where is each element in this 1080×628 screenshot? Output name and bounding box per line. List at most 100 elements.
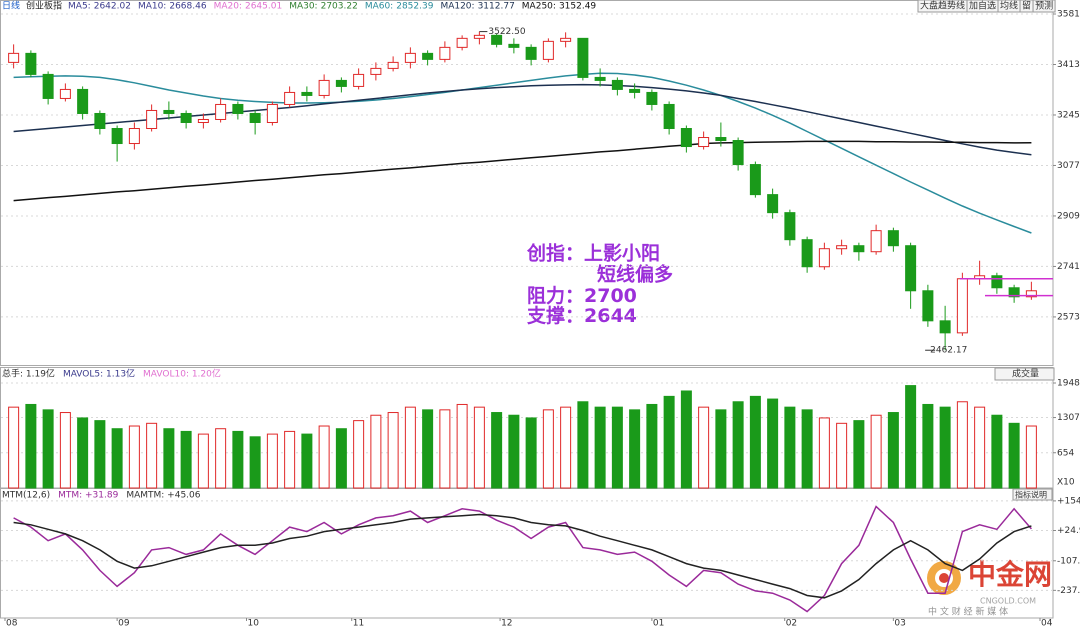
toolbar-label[interactable]: 预测 [1035, 1, 1053, 12]
volume-bar [801, 409, 813, 489]
x-tick-label: 10 [248, 619, 260, 628]
note-label: 支撑： [526, 304, 584, 327]
line [13, 140, 1032, 202]
toolbar-button[interactable]: 加自选 [966, 0, 999, 13]
candle-body [611, 79, 623, 90]
candle-body [353, 73, 365, 87]
candle-body [387, 61, 399, 69]
candle-body [577, 37, 589, 78]
candle-body [629, 88, 641, 93]
y-tick-label: -107.8 [1057, 556, 1080, 566]
toolbar-label[interactable]: 加自选 [969, 0, 996, 12]
candle-body [180, 112, 192, 123]
candle-body [456, 37, 468, 48]
legend-value: 3152.49 [559, 2, 596, 12]
toolbar-label[interactable]: 均线 [1000, 0, 1018, 12]
legend-label: MA60: [365, 2, 393, 12]
legend-label: MA120: [440, 2, 474, 12]
candle-body [128, 128, 140, 145]
candle-body [266, 103, 278, 123]
legend-label: MAMTM: +45.06 [126, 491, 200, 501]
volume-bar [525, 417, 537, 489]
toolbar-button[interactable]: 预测 [1032, 0, 1056, 13]
candle-body [94, 112, 106, 130]
candle-body [836, 245, 848, 250]
help[interactable]: 指标说明 [1015, 490, 1047, 500]
volume-bar [335, 428, 347, 489]
toolbar-label[interactable]: 大盘趋势线 [920, 0, 965, 12]
candle-body [25, 52, 37, 75]
line [13, 505, 1032, 613]
low-label: 2462.17 [930, 346, 967, 356]
legend-label: MA10: [138, 2, 166, 12]
candle-body [8, 52, 20, 63]
candle-body [956, 278, 968, 334]
selector-box[interactable] [994, 367, 1055, 381]
candle-body [215, 103, 227, 120]
legend-value: 2642.02 [94, 2, 131, 12]
volume-bar [180, 430, 192, 489]
volume-bar [301, 433, 313, 489]
volume-bar [594, 406, 606, 489]
volume-bar [266, 433, 278, 489]
toolbar-button[interactable]: 均线 [997, 0, 1021, 13]
candle-body [146, 109, 158, 130]
volume-bar [404, 406, 416, 489]
legend-value: 2668.46 [169, 2, 206, 12]
volume-bar [939, 406, 951, 489]
volume-bar [8, 406, 20, 489]
volume-bar [784, 406, 796, 489]
candle-body [59, 88, 71, 99]
volume-bar [249, 436, 261, 489]
y-tick-label: 2573 [1057, 312, 1080, 322]
candle-body [163, 109, 175, 114]
legend-label: MTM: +31.89 [58, 491, 119, 501]
volume-bar [715, 409, 727, 489]
help-box[interactable] [1012, 488, 1053, 501]
y-tick-label: +24.98 [1057, 526, 1080, 536]
volume-bar [836, 422, 848, 489]
y-tick-label: 3245 [1057, 110, 1080, 120]
x-tick-label: 08 [6, 619, 18, 628]
candle-body [111, 128, 123, 145]
volume-bar [94, 420, 106, 489]
toolbar-button[interactable]: 大盘趋势线 [917, 0, 968, 13]
candle-body [508, 43, 520, 48]
candle-body [232, 103, 244, 114]
volume-bar [59, 412, 71, 489]
candle-body [1008, 287, 1020, 298]
x-tick-label: 01 [653, 619, 664, 628]
volume-bar [456, 403, 468, 489]
selector[interactable]: 成交量 [1012, 368, 1039, 380]
legend-label: MA250: [522, 2, 556, 12]
volume-bar [163, 428, 175, 489]
volume-bar [111, 428, 123, 489]
x-tick-label: 02 [786, 619, 797, 628]
volume-bar [1025, 425, 1037, 489]
volume-bar [473, 406, 485, 489]
volume-bar [422, 409, 434, 489]
x-tick-label: 09 [118, 619, 130, 628]
volume-bar [991, 414, 1003, 489]
candle-body [680, 128, 692, 148]
y-tick-label: 3413 [1057, 60, 1080, 70]
volume-bar [680, 390, 692, 489]
volume-bar [577, 401, 589, 489]
volume-bar [560, 406, 572, 489]
toolbar-box[interactable] [1032, 0, 1056, 13]
toolbar-label[interactable]: 留 [1022, 0, 1031, 12]
candle-body [560, 37, 572, 42]
candle-body [249, 112, 261, 123]
volume-bar [646, 403, 658, 489]
volume-bar [956, 401, 968, 489]
line [13, 513, 1032, 599]
candle-body [853, 245, 865, 253]
volume-bar [629, 409, 641, 489]
volume-bar [318, 425, 330, 489]
legend-label: MAVOL10: 1.20亿 [143, 368, 221, 380]
toolbar-button[interactable]: 留 [1019, 0, 1034, 13]
candle-body [905, 245, 917, 292]
candle-body [818, 248, 830, 268]
volume-bar [870, 414, 882, 489]
